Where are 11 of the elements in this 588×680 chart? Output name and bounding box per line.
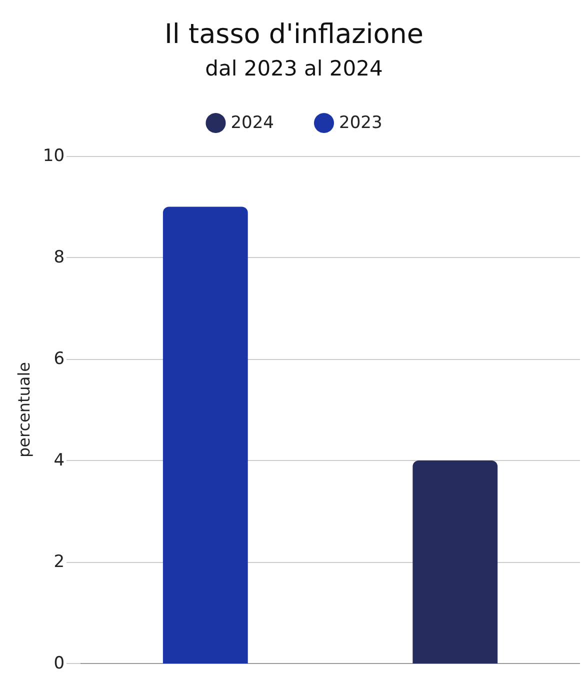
- chart-title: Il tasso d'inflazione: [164, 19, 424, 50]
- legend-label: 2023: [339, 113, 382, 133]
- legend-label: 2024: [230, 113, 274, 133]
- chart-subtitle: dal 2023 al 2024: [205, 56, 383, 80]
- y-tick-label: 4: [54, 450, 65, 470]
- y-tick-label: 2: [54, 552, 65, 572]
- y-axis-title: percentuale: [14, 362, 34, 458]
- y-tick-label: 8: [54, 248, 65, 268]
- y-tick-label: 0: [54, 654, 65, 674]
- y-tick-label: 6: [54, 349, 65, 369]
- y-tick-label: 10: [42, 146, 65, 166]
